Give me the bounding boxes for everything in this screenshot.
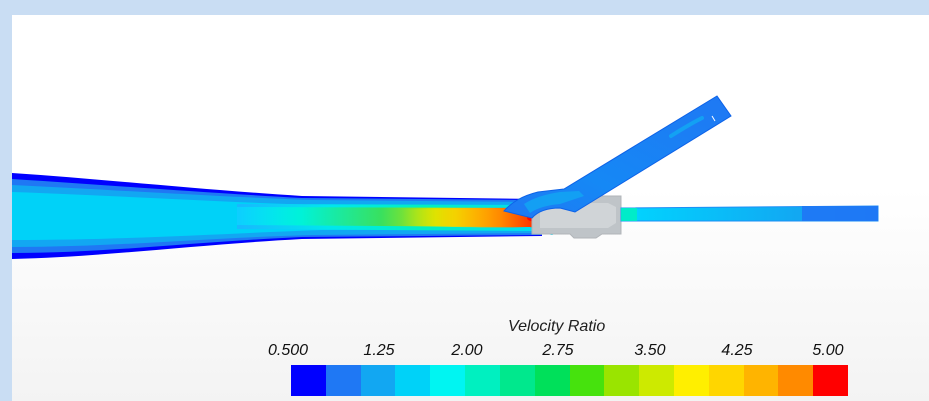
- mixing-chamber-inner: [540, 203, 616, 228]
- branch-core-streak: [669, 116, 704, 138]
- branch-entry-flow: [524, 191, 584, 213]
- outlet-entry-flow: [621, 208, 637, 221]
- outlet-end-flow: [802, 206, 878, 221]
- branch-surface-mark: [711, 115, 716, 122]
- inclined-branch-pipe: [503, 95, 732, 219]
- velocity-ratio-contour-plot: [12, 95, 879, 259]
- simulation-viewport[interactable]: Velocity Ratio 0.500 1.25 2.00 2.75 3.50…: [12, 15, 929, 401]
